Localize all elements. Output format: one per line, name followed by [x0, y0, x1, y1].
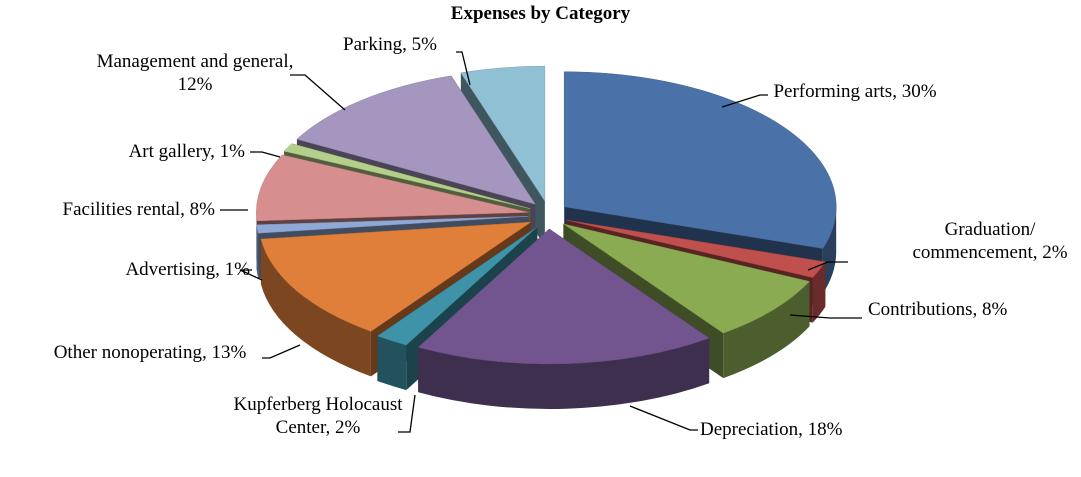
chart-title: Expenses by Category [450, 3, 631, 24]
slice-top [376, 226, 538, 346]
slice-top [460, 65, 546, 203]
slice-side [260, 239, 371, 377]
value-label: 13% [211, 342, 247, 363]
slice-wall [377, 226, 538, 382]
leader-line [807, 261, 848, 271]
slice-side [377, 336, 407, 391]
slice-top [417, 228, 710, 365]
data-label: Management and general, 12% [95, 50, 295, 96]
leader-line [456, 51, 471, 86]
value-label: 1% [224, 259, 250, 280]
slice-top [563, 71, 837, 249]
slice-top [563, 223, 811, 334]
leader-line [629, 405, 698, 431]
value-label: 8% [982, 299, 1008, 320]
category-label: Kupferberg Holocaust Center, [233, 394, 403, 438]
value-label: 2% [335, 417, 361, 438]
value-label: 2% [1042, 242, 1068, 263]
leader-line [250, 151, 281, 158]
data-label: Graduation/ commencement, 2% [895, 218, 1081, 264]
category-label: Management and general, [96, 51, 294, 72]
slice [417, 228, 710, 409]
data-label: Advertising, 1% [10, 258, 250, 281]
slice-top [296, 75, 536, 205]
category-label: Parking, [343, 34, 407, 55]
category-label: Contributions, [868, 299, 978, 320]
slice-side [256, 224, 259, 279]
leader-line [721, 94, 768, 108]
data-label: Art gallery, 1% [5, 140, 245, 163]
slice-top [566, 219, 826, 278]
value-label: 1% [219, 141, 245, 162]
value-label: 18% [807, 419, 843, 440]
slice-top [256, 216, 529, 234]
slice-top [260, 221, 532, 332]
slice-side [812, 261, 826, 323]
category-label: Advertising, [125, 259, 220, 280]
value-label: 12% [177, 74, 213, 95]
data-label: Parking, 5% [300, 33, 480, 56]
slice-side [723, 281, 810, 379]
value-label: 5% [411, 34, 437, 55]
leader-lines [220, 51, 862, 433]
leader-line [290, 74, 346, 111]
leader-line [262, 344, 301, 359]
leader-line [239, 269, 263, 281]
slices [256, 65, 837, 409]
category-label: Art gallery, [128, 141, 215, 162]
slice [260, 221, 532, 377]
value-label: 8% [189, 199, 215, 220]
data-label: Contributions, 8% [868, 298, 1081, 321]
leader-line [398, 394, 416, 433]
category-label: Other nonoperating, [53, 342, 207, 363]
value-label: 30% [901, 81, 937, 102]
data-label: Other nonoperating, 13% [30, 341, 270, 364]
slice-side [418, 338, 710, 409]
slice-top [283, 143, 531, 209]
category-label: Performing arts, [773, 81, 897, 102]
data-label: Facilities rental, 8% [0, 198, 215, 221]
category-label: Depreciation, [700, 419, 803, 440]
category-label: Graduation/ commencement, [912, 219, 1038, 263]
leader-line [789, 314, 862, 319]
data-label: Kupferberg Holocaust Center, 2% [233, 393, 403, 439]
data-label: Performing arts, 30% [765, 80, 945, 103]
category-label: Facilities rental, [62, 199, 185, 220]
slice-top [256, 154, 529, 222]
data-label: Depreciation, 18% [700, 418, 930, 441]
